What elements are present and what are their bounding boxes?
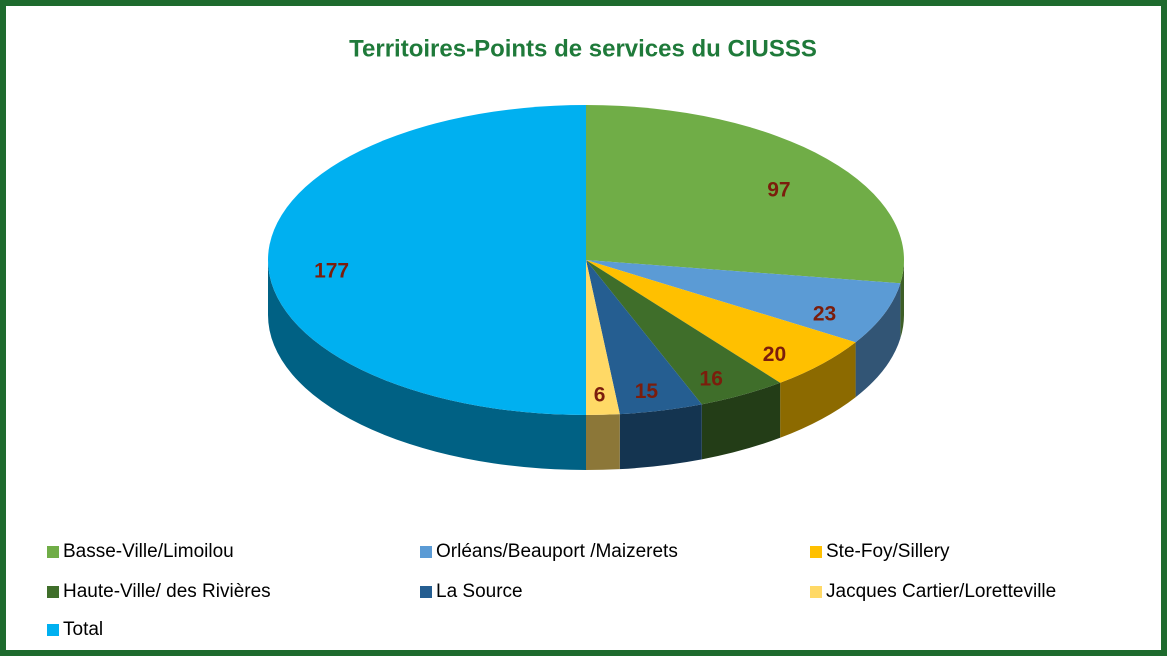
pie-side: [586, 414, 620, 470]
legend-label: Haute-Ville/ des Rivières: [63, 581, 271, 602]
legend-label: Basse-Ville/Limoilou: [63, 541, 234, 562]
legend-label: Ste-Foy/Sillery: [826, 541, 950, 562]
data-label: 97: [767, 179, 790, 202]
pie-side: [855, 283, 901, 398]
pie-side: [701, 382, 781, 460]
legend-label: La Source: [436, 581, 523, 602]
legend-label: Total: [63, 619, 103, 640]
data-label: 15: [635, 380, 659, 403]
pie-side: [619, 404, 702, 470]
data-label: 23: [813, 303, 836, 326]
data-label: 177: [314, 260, 349, 283]
legend-swatch: [810, 546, 822, 558]
pie-slice: [586, 260, 702, 415]
pie-slice: [586, 105, 904, 284]
chart-title: Territoires-Points de services du CIUSSS: [349, 35, 817, 62]
legend-swatch: [47, 546, 59, 558]
legend-label: Jacques Cartier/Loretteville: [826, 581, 1056, 602]
legend-swatch: [47, 586, 59, 598]
legend-swatch: [810, 586, 822, 598]
data-label: 16: [700, 367, 723, 390]
pie-side: [900, 260, 904, 339]
pie-slice: [268, 105, 586, 415]
pie-slice: [586, 260, 901, 343]
pie-slice: [586, 260, 856, 383]
data-label: 6: [594, 383, 606, 406]
legend-swatch: [47, 624, 59, 636]
legend-swatch: [420, 586, 432, 598]
data-label: 20: [763, 343, 786, 366]
pie-slice: [586, 260, 781, 405]
pie-side: [268, 260, 586, 470]
pie-side: [780, 342, 856, 438]
pie-slice: [586, 260, 620, 415]
legend-swatch: [420, 546, 432, 558]
legend-label: Orléans/Beauport /Maizerets: [436, 541, 678, 562]
